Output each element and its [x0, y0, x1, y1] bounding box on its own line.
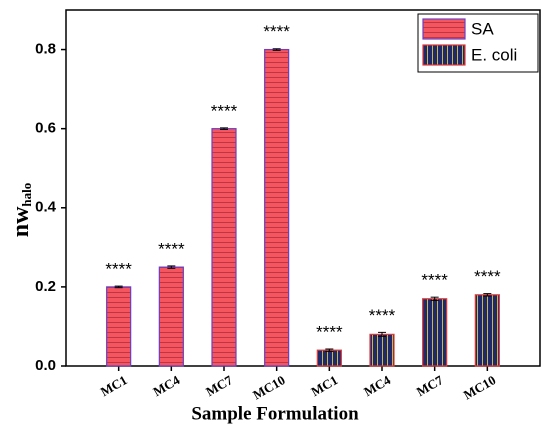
bar — [316, 349, 342, 367]
legend-swatch — [422, 18, 466, 40]
x-axis-label: Sample Formulation — [191, 403, 359, 424]
x-tick-label: MC1 — [308, 372, 340, 399]
bar — [211, 128, 237, 367]
x-tick-label: MC1 — [98, 372, 130, 399]
y-tick-label: 0.2 — [35, 278, 56, 295]
y-tick-label: 0.8 — [35, 41, 56, 58]
y-tick-label: 0.4 — [35, 199, 57, 216]
annotation: **** — [421, 271, 448, 290]
x-tick-label: MC7 — [414, 372, 446, 399]
annotation: **** — [263, 22, 290, 41]
annotation: **** — [105, 260, 132, 279]
x-tick-label: MC4 — [150, 372, 182, 399]
bar — [264, 48, 290, 367]
annotation: **** — [369, 306, 396, 325]
x-tick-label: MC4 — [361, 372, 393, 399]
bar — [106, 286, 132, 367]
legend-label: SA — [471, 19, 494, 38]
plot-frame — [65, 9, 541, 367]
y-tick-label: 0.0 — [35, 357, 56, 374]
annotation: **** — [211, 101, 238, 120]
x-tick-label: MC10 — [250, 372, 288, 402]
x-tick-label: MC10 — [461, 372, 499, 402]
annotation: **** — [316, 322, 343, 341]
y-axis-label: nwhalo — [8, 183, 34, 238]
y-tick-label: 0.6 — [35, 120, 56, 137]
x-tick-label: MC7 — [203, 372, 235, 399]
bar — [474, 294, 500, 367]
bar — [158, 266, 184, 367]
annotation: **** — [474, 267, 501, 286]
annotation: **** — [158, 239, 185, 258]
bar — [369, 333, 395, 367]
y-label-main: nw — [8, 206, 34, 237]
bar — [422, 298, 448, 367]
y-label-sub: halo — [19, 183, 34, 207]
legend-label: E. coli — [471, 45, 517, 64]
legend-swatch — [422, 44, 466, 66]
